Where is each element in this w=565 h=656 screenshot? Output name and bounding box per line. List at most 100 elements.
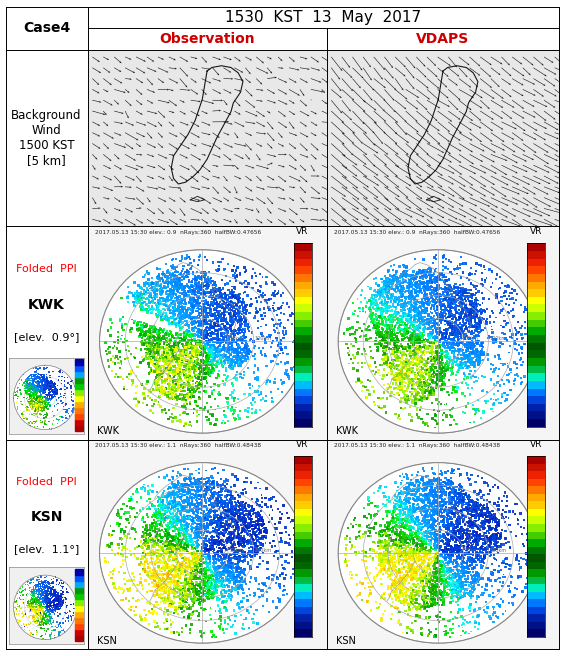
Point	[508, 333, 517, 344]
Point	[221, 596, 230, 607]
Point	[409, 335, 418, 346]
Point	[461, 294, 470, 304]
Point	[432, 582, 441, 592]
Point	[138, 547, 147, 558]
Point	[425, 329, 434, 340]
Point	[358, 306, 367, 316]
Point	[253, 477, 262, 487]
Point	[276, 583, 285, 593]
Point	[250, 588, 259, 598]
Point	[220, 313, 229, 323]
Point	[254, 529, 263, 539]
Point	[510, 357, 519, 367]
Point	[192, 482, 201, 492]
Point	[241, 356, 250, 367]
Point	[163, 302, 172, 313]
Point	[233, 355, 242, 365]
Point	[431, 277, 440, 288]
Point	[178, 345, 187, 356]
Point	[174, 382, 183, 393]
Point	[176, 356, 185, 366]
Point	[428, 300, 437, 310]
Point	[44, 611, 53, 622]
Point	[376, 537, 385, 548]
Point	[485, 312, 494, 322]
Point	[174, 351, 183, 361]
Point	[38, 394, 47, 404]
Point	[41, 616, 50, 626]
Point	[202, 478, 211, 489]
Point	[173, 292, 182, 302]
Point	[211, 350, 220, 361]
Point	[215, 567, 224, 578]
Point	[418, 333, 427, 343]
Point	[219, 310, 228, 321]
Point	[206, 614, 215, 625]
Point	[243, 534, 252, 544]
Point	[223, 319, 232, 329]
Point	[431, 306, 440, 316]
Point	[180, 297, 189, 307]
Point	[459, 317, 468, 327]
Point	[408, 483, 418, 494]
Point	[184, 584, 193, 595]
Point	[142, 286, 151, 297]
Point	[379, 550, 388, 561]
Point	[367, 317, 376, 327]
Point	[40, 363, 49, 373]
Point	[152, 337, 161, 348]
Point	[18, 611, 27, 622]
Point	[176, 486, 185, 497]
Point	[232, 345, 241, 356]
Point	[472, 552, 481, 563]
Point	[182, 325, 192, 335]
Point	[394, 577, 403, 588]
Point	[373, 547, 382, 558]
Point	[429, 533, 438, 544]
Point	[408, 485, 417, 495]
Point	[62, 413, 71, 424]
Point	[425, 548, 434, 558]
Point	[137, 541, 146, 552]
Point	[125, 287, 134, 298]
Point	[35, 398, 44, 409]
Point	[36, 381, 45, 392]
Point	[183, 496, 192, 506]
Point	[160, 557, 170, 567]
Point	[448, 548, 457, 558]
Point	[406, 590, 415, 600]
Point	[385, 289, 394, 299]
Point	[56, 588, 65, 599]
Point	[176, 296, 185, 306]
Point	[459, 592, 468, 602]
Point	[31, 404, 40, 415]
Point	[198, 566, 207, 577]
Point	[229, 351, 238, 361]
Point	[460, 341, 470, 352]
Point	[30, 374, 39, 384]
Point	[389, 581, 398, 591]
Point	[174, 483, 183, 494]
Point	[427, 601, 436, 611]
Point	[237, 508, 246, 518]
Point	[389, 297, 398, 307]
Point	[34, 609, 44, 619]
Point	[36, 600, 45, 611]
Point	[450, 464, 459, 475]
Point	[397, 543, 406, 554]
Point	[166, 516, 175, 526]
Point	[401, 293, 410, 303]
Point	[154, 561, 163, 571]
Point	[176, 551, 185, 562]
Point	[431, 355, 440, 365]
Point	[490, 364, 499, 375]
Point	[383, 322, 392, 333]
Point	[123, 544, 132, 554]
Point	[432, 346, 441, 356]
Point	[385, 315, 394, 325]
Point	[157, 368, 166, 379]
Point	[458, 581, 467, 592]
Point	[23, 383, 32, 394]
Point	[453, 315, 462, 325]
Point	[419, 595, 428, 605]
